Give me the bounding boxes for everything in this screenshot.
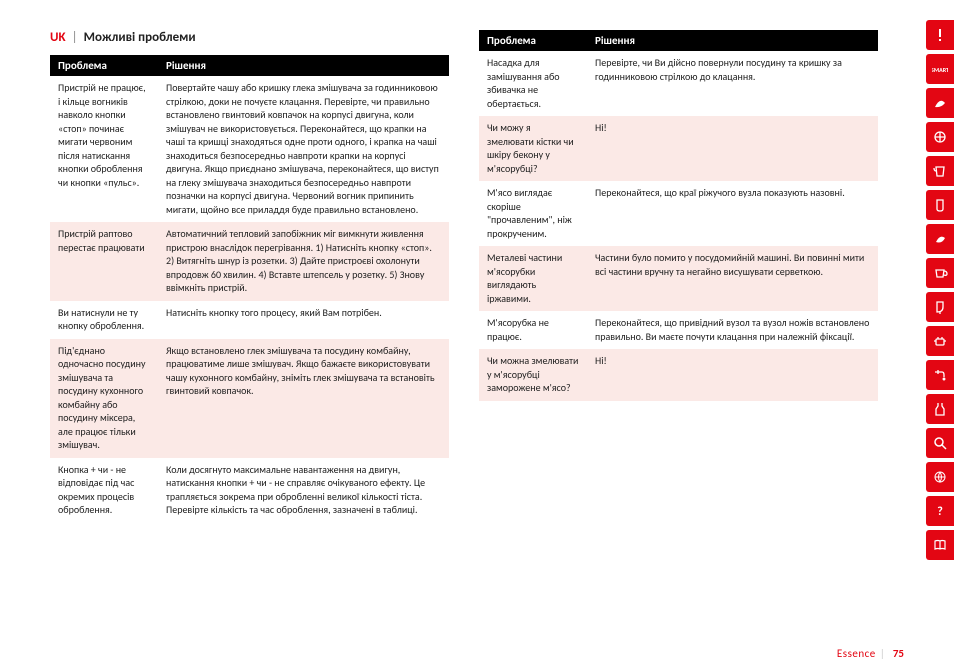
svg-text:?: ? bbox=[937, 505, 943, 519]
cell-problem: Насадка для замішування або збивачка не … bbox=[479, 51, 587, 116]
th-solution: Рішення bbox=[587, 30, 878, 51]
globe-icon[interactable] bbox=[926, 462, 954, 492]
cell-problem: Пристрій раптово перестає працювати bbox=[50, 222, 158, 301]
cell-solution: Частини було помито у посудомийній машин… bbox=[587, 246, 878, 311]
jug-icon[interactable] bbox=[926, 190, 954, 220]
table-row: Під'єднано одночасно посудину змішувача … bbox=[50, 339, 449, 458]
cell-problem: Під'єднано одночасно посудину змішувача … bbox=[50, 339, 158, 458]
table-row: М'ясорубка не працює.Переконайтеся, що п… bbox=[479, 311, 878, 349]
cell-problem: М'ясо виглядає скоріше "прочавленим", ні… bbox=[479, 181, 587, 246]
cell-problem: Чи можу я змелювати кістки чи шкіру беко… bbox=[479, 116, 587, 181]
pot-icon[interactable] bbox=[926, 326, 954, 356]
table-row: Насадка для замішування або збивачка не … bbox=[479, 51, 878, 116]
cell-problem: Кнопка + чи - не відповідає під час окре… bbox=[50, 458, 158, 523]
cell-solution: Автоматичний тепловий запобіжник міг вим… bbox=[158, 222, 449, 301]
footer-page-number: 75 bbox=[893, 647, 904, 660]
troubleshoot-table-right: Проблема Рішення Насадка для замішування… bbox=[479, 30, 878, 401]
left-column: UK|Можливі проблеми Проблема Рішення При… bbox=[50, 30, 449, 652]
cup-icon[interactable] bbox=[926, 258, 954, 288]
table-row: Пристрій не працює, і кільце вогників на… bbox=[50, 76, 449, 222]
section-title: Можливі проблеми bbox=[84, 30, 196, 45]
cell-problem: Металеві частини м'ясорубки виглядають і… bbox=[479, 246, 587, 311]
cell-solution: Натисніть кнопку того процесу, який Вам … bbox=[158, 301, 449, 339]
table-row: Чи можна змелювати у м'ясорубці замороже… bbox=[479, 349, 878, 401]
cell-solution: Переконайтеся, що краї ріжучого вузла по… bbox=[587, 181, 878, 246]
cell-solution: Ні! bbox=[587, 349, 878, 401]
sidebar-tabs: SMART? bbox=[926, 20, 954, 560]
cell-solution: Повертайте чашу або кришку глека змішува… bbox=[158, 76, 449, 222]
cell-solution: Якщо встановлено глек змішувача та посуд… bbox=[158, 339, 449, 458]
th-problem: Проблема bbox=[50, 55, 158, 76]
cell-solution: Перевірте, чи Ви дійсно повернули посуди… bbox=[587, 51, 878, 116]
cell-solution: Переконайтеся, що привідний вузол та вуз… bbox=[587, 311, 878, 349]
leaf2-icon[interactable] bbox=[926, 224, 954, 254]
th-solution: Рішення bbox=[158, 55, 449, 76]
apron-icon[interactable] bbox=[926, 394, 954, 424]
question-icon[interactable]: ? bbox=[926, 496, 954, 526]
search-icon[interactable] bbox=[926, 428, 954, 458]
table-row: Чи можу я змелювати кістки чи шкіру беко… bbox=[479, 116, 878, 181]
table-row: Ви натиснули не ту кнопку оброблення.Нат… bbox=[50, 301, 449, 339]
smart-icon[interactable]: SMART bbox=[926, 54, 954, 84]
lang-code: UK bbox=[50, 30, 66, 45]
right-column: Проблема Рішення Насадка для замішування… bbox=[479, 30, 878, 652]
cell-problem: Ви натиснули не ту кнопку оброблення. bbox=[50, 301, 158, 339]
page-footer: Essence|75 bbox=[837, 647, 904, 660]
table-row: Металеві частини м'ясорубки виглядають і… bbox=[479, 246, 878, 311]
leaf-icon[interactable] bbox=[926, 88, 954, 118]
cell-solution: Ні! bbox=[587, 116, 878, 181]
cell-problem: Чи можна змелювати у м'ясорубці замороже… bbox=[479, 349, 587, 401]
tap-icon[interactable] bbox=[926, 360, 954, 390]
table-row: Кнопка + чи - не відповідає під час окре… bbox=[50, 458, 449, 523]
footer-brand: Essence bbox=[837, 647, 876, 660]
table-row: Пристрій раптово перестає працюватиАвтом… bbox=[50, 222, 449, 301]
blade-icon[interactable] bbox=[926, 122, 954, 152]
th-problem: Проблема bbox=[479, 30, 587, 51]
troubleshoot-table-left: Проблема Рішення Пристрій не працює, і к… bbox=[50, 55, 449, 523]
book-icon[interactable] bbox=[926, 530, 954, 560]
table-row: М'ясо виглядає скоріше "прочавленим", ні… bbox=[479, 181, 878, 246]
pitcher-icon[interactable] bbox=[926, 156, 954, 186]
cell-problem: Пристрій не працює, і кільце вогників на… bbox=[50, 76, 158, 222]
svg-text:SMART: SMART bbox=[932, 66, 948, 74]
alert-icon[interactable] bbox=[926, 20, 954, 50]
cell-solution: Коли досягнуто максимальне навантаження … bbox=[158, 458, 449, 523]
grinder-icon[interactable] bbox=[926, 292, 954, 322]
cell-problem: М'ясорубка не працює. bbox=[479, 311, 587, 349]
section-heading: UK|Можливі проблеми bbox=[50, 30, 449, 45]
